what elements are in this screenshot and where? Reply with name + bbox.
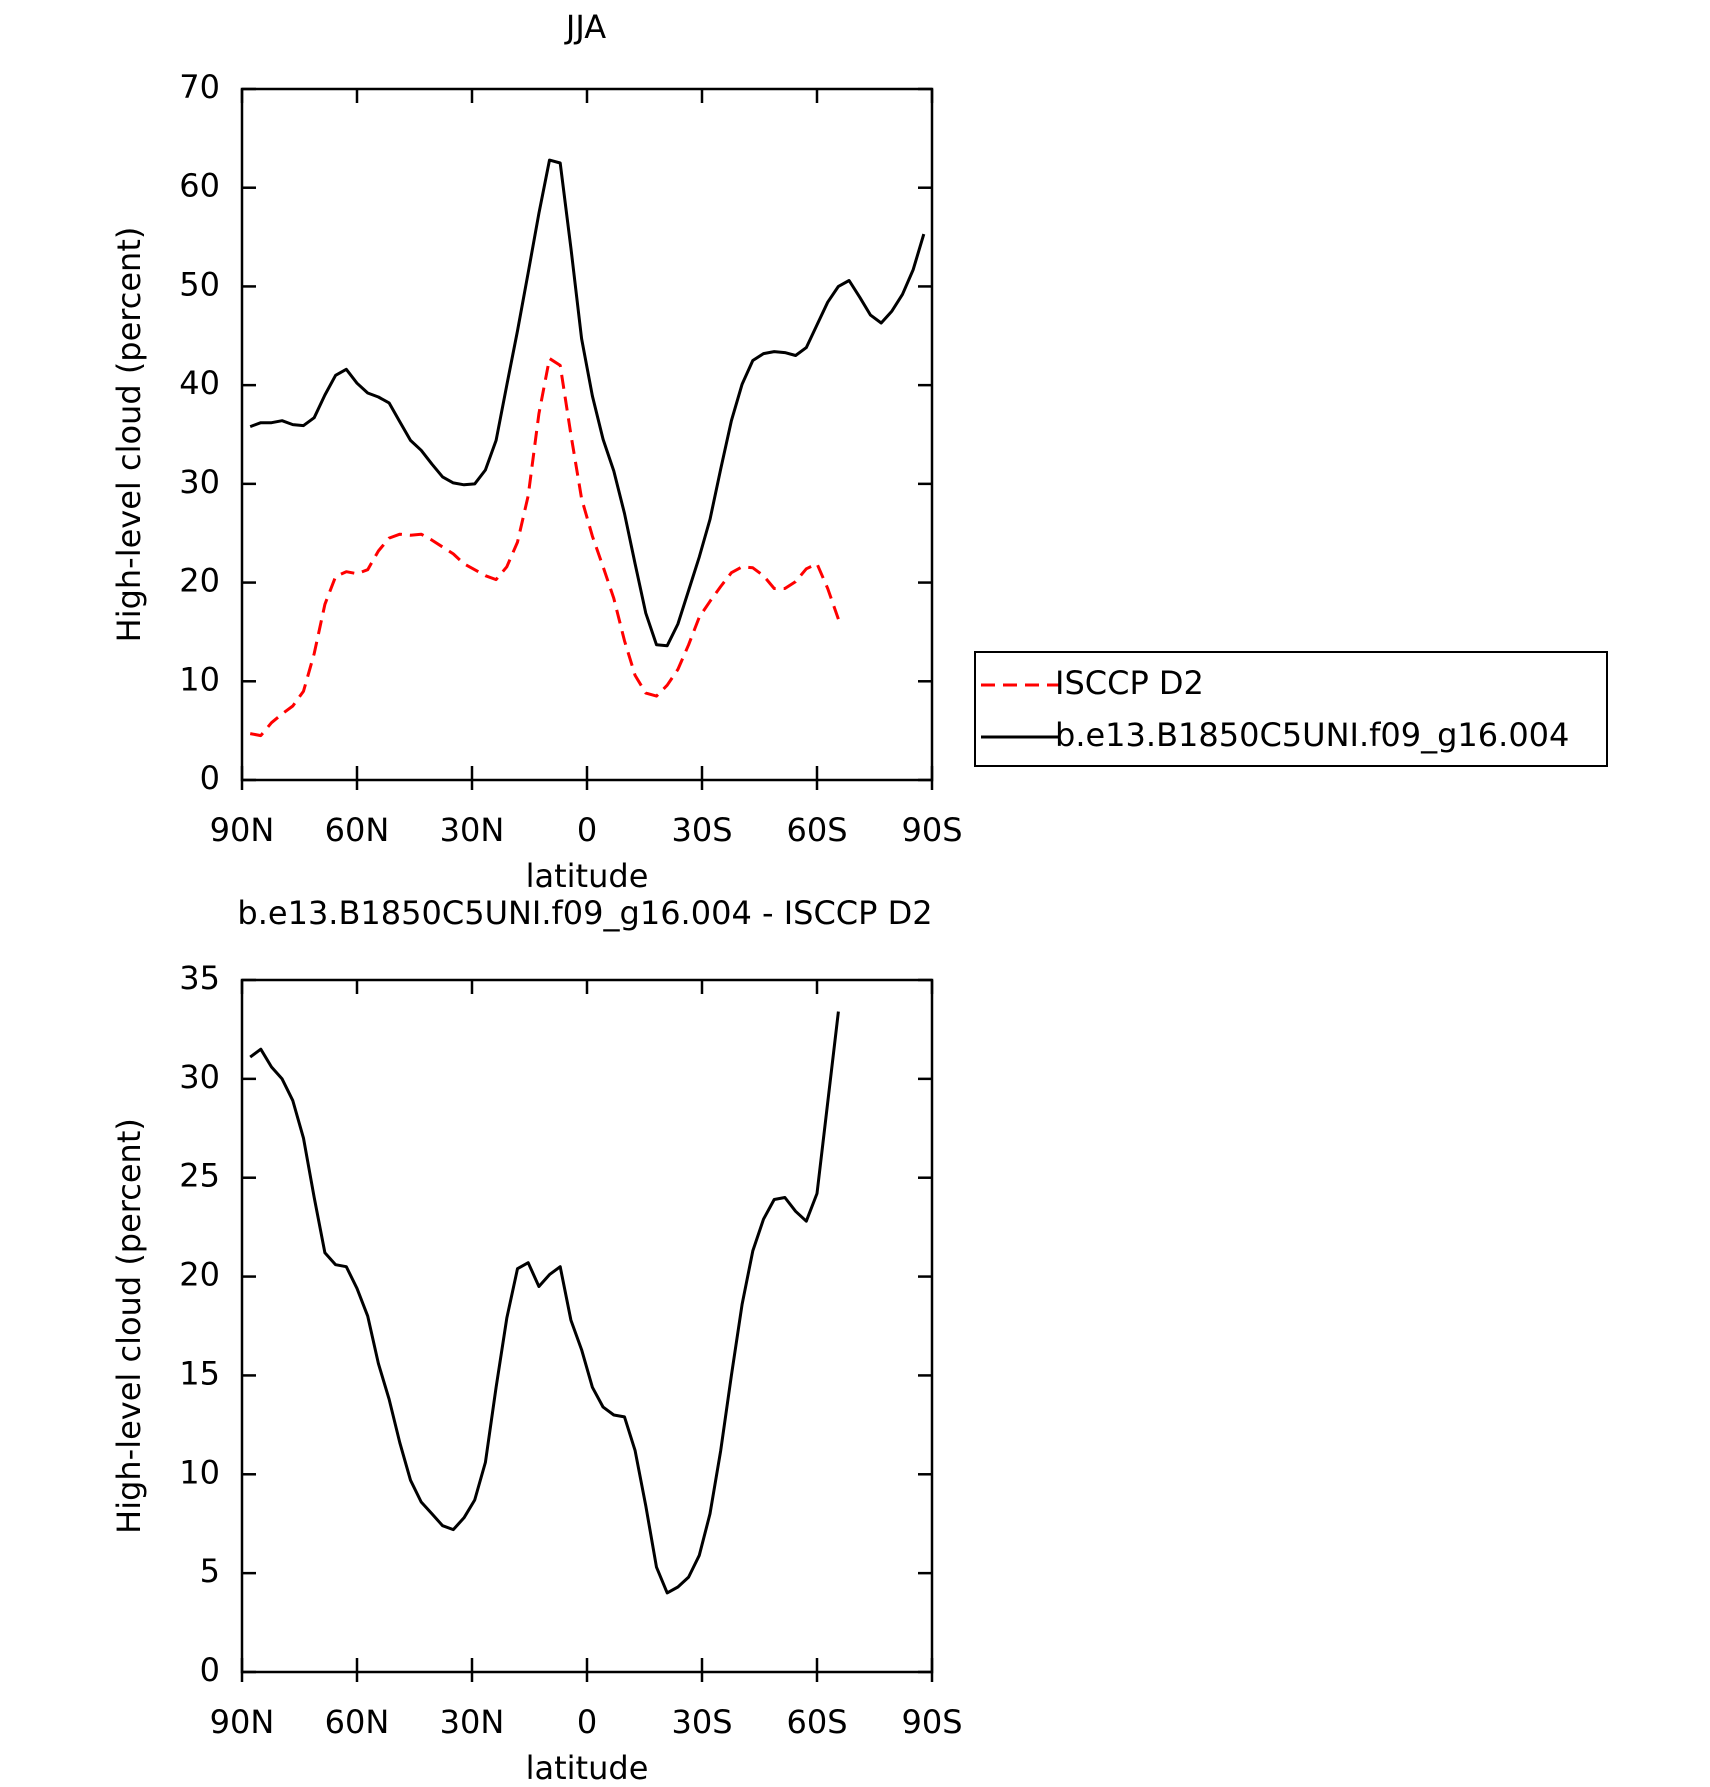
y-tick-label: 60	[179, 167, 220, 205]
data-line	[249, 158, 926, 648]
y-tick-label: 35	[179, 959, 220, 997]
chart-title: JJA	[564, 8, 606, 46]
legend-box	[974, 651, 1608, 767]
y-tick-label: 0	[200, 759, 220, 797]
y-tick-label: 40	[179, 364, 220, 402]
y-tick-label: 30	[179, 463, 220, 501]
x-tick-label: 60N	[325, 811, 390, 849]
y-axis-label: High-level cloud (percent)	[110, 227, 148, 643]
x-tick-label: 90N	[210, 1703, 275, 1741]
x-tick-label: 60S	[786, 1703, 847, 1741]
x-axis-label: latitude	[526, 857, 649, 895]
y-axis-label: High-level cloud (percent)	[110, 1118, 148, 1534]
y-tick-label: 30	[179, 1058, 220, 1096]
x-tick-label: 0	[577, 811, 597, 849]
y-tick-label: 10	[179, 660, 220, 698]
x-tick-label: 90S	[901, 811, 962, 849]
y-tick-label: 5	[200, 1552, 220, 1590]
x-tick-label: 90S	[901, 1703, 962, 1741]
chart-title: b.e13.B1850C5UNI.f09_g16.004 - ISCCP D2	[237, 894, 932, 932]
y-tick-label: 15	[179, 1354, 220, 1392]
x-tick-label: 30S	[671, 811, 732, 849]
y-tick-label: 70	[179, 68, 220, 106]
x-axis-label: latitude	[526, 1749, 649, 1783]
data-line	[249, 1011, 840, 1595]
plot-frame	[240, 87, 934, 782]
x-tick-label: 60S	[786, 811, 847, 849]
x-tick-label: 60N	[325, 1703, 390, 1741]
y-tick-label: 20	[179, 1256, 220, 1294]
x-tick-label: 0	[577, 1703, 597, 1741]
plot-frame	[240, 978, 934, 1674]
legend-label: b.e13.B1850C5UNI.f09_g16.004	[1055, 716, 1569, 754]
y-tick-label: 20	[179, 562, 220, 600]
x-tick-label: 90N	[210, 811, 275, 849]
x-tick-label: 30S	[671, 1703, 732, 1741]
legend-label: ISCCP D2	[1055, 664, 1204, 702]
y-tick-label: 10	[179, 1453, 220, 1491]
y-tick-label: 25	[179, 1157, 220, 1195]
x-tick-label: 30N	[440, 811, 505, 849]
x-tick-label: 30N	[440, 1703, 505, 1741]
y-tick-label: 50	[179, 265, 220, 303]
data-line	[249, 357, 840, 738]
y-tick-label: 0	[200, 1651, 220, 1689]
